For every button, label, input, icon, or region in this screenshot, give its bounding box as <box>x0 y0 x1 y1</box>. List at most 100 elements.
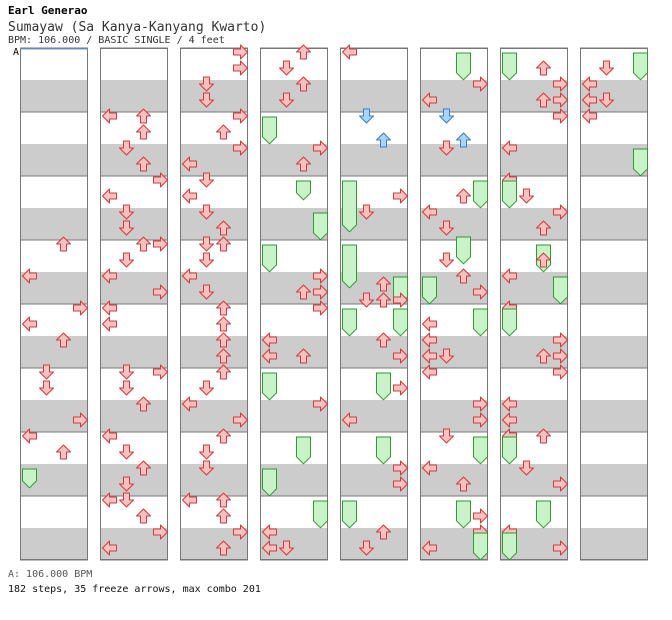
artist-name: Earl Generao <box>8 4 88 17</box>
freeze-arrow-left <box>342 308 357 337</box>
step-arrow-right <box>473 412 488 428</box>
freeze-arrow-up <box>536 500 551 529</box>
step-arrow-down <box>119 140 134 156</box>
step-arrow-right <box>73 300 88 316</box>
step-arrow-down <box>199 252 214 268</box>
freeze-arrow-left <box>262 468 277 497</box>
freeze-arrow-right <box>393 308 408 337</box>
chart-column-2 <box>100 47 168 561</box>
step-arrow-left <box>422 92 437 108</box>
step-arrow-left <box>422 540 437 556</box>
freeze-arrow-up <box>456 52 471 81</box>
step-arrow-up <box>296 76 311 92</box>
step-arrow-right <box>553 348 568 364</box>
step-arrow-right <box>393 292 408 308</box>
step-arrow-left <box>262 540 277 556</box>
step-arrow-left <box>22 316 37 332</box>
step-arrow-up <box>456 188 471 204</box>
freeze-arrow-up <box>376 436 391 465</box>
step-arrow-down <box>199 460 214 476</box>
step-arrow-right <box>153 172 168 188</box>
step-arrow-right <box>393 460 408 476</box>
step-arrow-right <box>553 364 568 380</box>
freeze-arrow-up <box>456 236 471 265</box>
step-arrow-right <box>553 92 568 108</box>
step-arrow-left <box>262 348 277 364</box>
step-arrow-down <box>39 364 54 380</box>
step-arrow-up <box>376 276 391 292</box>
step-arrow-left <box>502 412 517 428</box>
step-arrow-left <box>422 332 437 348</box>
step-arrow-down <box>599 92 614 108</box>
freeze-arrow-left <box>262 244 277 273</box>
step-arrow-down <box>279 92 294 108</box>
step-arrow-right <box>473 284 488 300</box>
step-arrow-up <box>216 364 231 380</box>
step-arrow-right <box>153 236 168 252</box>
step-arrow-left <box>262 524 277 540</box>
step-arrow-up <box>216 124 231 140</box>
step-arrow-right <box>393 188 408 204</box>
step-arrow-up <box>136 124 151 140</box>
step-arrow-left <box>502 140 517 156</box>
step-arrow-up <box>536 60 551 76</box>
step-arrow-down <box>439 140 454 156</box>
chart-column-8 <box>580 47 648 561</box>
freeze-arrow-left <box>262 116 277 145</box>
step-arrow-left <box>262 332 277 348</box>
chart-info: BPM: 106.000 / BASIC SINGLE / 4 feet <box>8 35 225 46</box>
step-arrow-right <box>233 412 248 428</box>
freeze-arrow-left <box>502 532 517 561</box>
step-arrow-down <box>519 460 534 476</box>
shock-arrow-up <box>376 132 391 148</box>
step-arrow-down <box>119 492 134 508</box>
chart-column-3 <box>180 47 248 561</box>
step-arrow-left <box>582 76 597 92</box>
step-arrow-up <box>216 236 231 252</box>
step-arrow-left <box>102 316 117 332</box>
step-arrow-left <box>102 300 117 316</box>
step-arrow-down <box>119 444 134 460</box>
step-arrow-right <box>313 396 328 412</box>
step-arrow-up <box>216 332 231 348</box>
step-arrow-left <box>182 492 197 508</box>
step-arrow-down <box>279 540 294 556</box>
step-arrow-left <box>582 92 597 108</box>
step-arrow-right <box>153 524 168 540</box>
step-arrow-down <box>199 380 214 396</box>
step-arrow-right <box>553 76 568 92</box>
step-arrow-up <box>536 428 551 444</box>
step-arrow-left <box>422 460 437 476</box>
step-arrow-up <box>136 236 151 252</box>
step-arrow-up <box>56 236 71 252</box>
freeze-arrow-up <box>296 436 311 465</box>
step-arrow-right <box>233 44 248 60</box>
step-arrow-up <box>376 524 391 540</box>
step-arrow-down <box>199 172 214 188</box>
step-arrow-right <box>233 108 248 124</box>
step-arrow-right <box>233 140 248 156</box>
step-arrow-up <box>456 268 471 284</box>
step-arrow-up <box>136 396 151 412</box>
freeze-arrow-right <box>473 436 488 465</box>
shock-arrow-down <box>439 108 454 124</box>
step-arrow-down <box>199 284 214 300</box>
step-arrow-left <box>582 108 597 124</box>
step-arrow-right <box>393 348 408 364</box>
step-arrow-left <box>102 540 117 556</box>
step-arrow-right <box>233 524 248 540</box>
step-arrow-up <box>376 292 391 308</box>
step-stats: 182 steps, 35 freeze arrows, max combo 2… <box>8 584 261 595</box>
step-arrow-down <box>119 476 134 492</box>
step-arrow-down <box>279 60 294 76</box>
freeze-arrow-left <box>502 308 517 337</box>
freeze-arrow-up <box>376 372 391 401</box>
step-arrow-left <box>22 268 37 284</box>
step-arrow-right <box>73 412 88 428</box>
step-arrow-left <box>102 108 117 124</box>
freeze-arrow-right <box>633 52 648 81</box>
step-arrow-down <box>439 428 454 444</box>
step-arrow-down <box>119 364 134 380</box>
step-arrow-down <box>119 220 134 236</box>
step-arrow-down <box>199 92 214 108</box>
